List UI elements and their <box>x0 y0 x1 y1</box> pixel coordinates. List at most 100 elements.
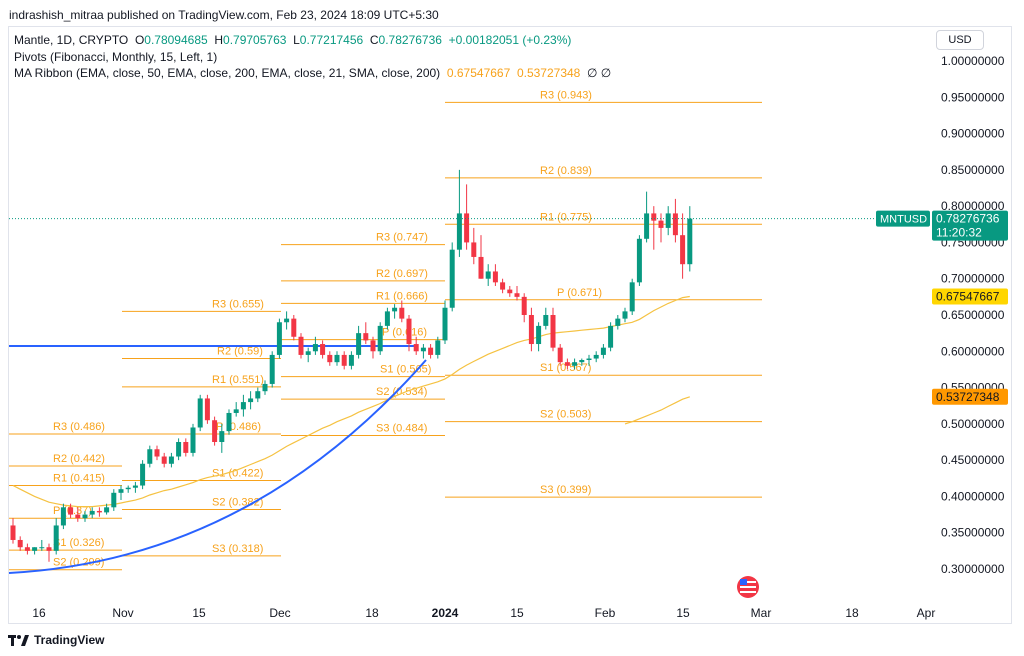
candle[interactable] <box>327 351 333 366</box>
candle[interactable] <box>672 198 678 243</box>
candle[interactable] <box>586 354 592 366</box>
candle[interactable] <box>644 191 650 243</box>
candle[interactable] <box>406 315 412 352</box>
candle[interactable] <box>348 351 354 370</box>
candle[interactable] <box>111 489 117 511</box>
candle[interactable] <box>363 322 369 345</box>
candle[interactable] <box>608 322 614 352</box>
candle[interactable] <box>284 311 290 330</box>
candle[interactable] <box>125 485 131 493</box>
candle[interactable] <box>492 264 498 286</box>
candle[interactable] <box>60 503 66 530</box>
candle[interactable] <box>298 333 304 359</box>
candle[interactable] <box>687 206 693 272</box>
candle[interactable] <box>305 347 311 363</box>
candle[interactable] <box>442 300 448 345</box>
candle[interactable] <box>226 409 232 435</box>
candle[interactable] <box>435 336 441 359</box>
candle[interactable] <box>320 340 326 359</box>
candle[interactable] <box>118 485 124 501</box>
candle[interactable] <box>89 507 95 519</box>
candle[interactable] <box>96 507 102 517</box>
candle[interactable] <box>68 503 74 519</box>
legend-pivots[interactable]: Pivots (Fibonacci, Monthly, 15, Left, 1) <box>14 49 218 64</box>
legend-ma-row[interactable]: MA Ribbon (EMA, close, 50, EMA, close, 2… <box>14 65 611 82</box>
candle[interactable] <box>485 264 491 286</box>
candle[interactable] <box>471 227 477 265</box>
candle[interactable] <box>521 293 527 323</box>
candle[interactable] <box>543 307 549 330</box>
candle[interactable] <box>212 416 218 446</box>
candle[interactable] <box>140 460 146 490</box>
candle[interactable] <box>269 351 275 388</box>
candle[interactable] <box>478 235 484 279</box>
candle[interactable] <box>262 380 268 395</box>
candle[interactable] <box>658 213 664 243</box>
candle[interactable] <box>190 423 196 457</box>
candle[interactable] <box>536 322 542 352</box>
candle[interactable] <box>240 394 246 417</box>
candle[interactable] <box>413 336 419 355</box>
candle[interactable] <box>615 315 621 330</box>
candle[interactable] <box>132 481 138 493</box>
candle[interactable] <box>449 242 455 312</box>
candle[interactable] <box>219 423 225 453</box>
candle[interactable] <box>312 336 318 355</box>
candle[interactable] <box>564 358 570 370</box>
candle[interactable] <box>53 518 59 555</box>
candle[interactable] <box>622 307 628 323</box>
candle[interactable] <box>32 547 38 555</box>
candle[interactable] <box>154 445 160 461</box>
candle[interactable] <box>528 307 534 352</box>
candle[interactable] <box>204 394 210 424</box>
candle[interactable] <box>334 351 340 366</box>
currency-button[interactable]: USD <box>936 30 984 50</box>
candle[interactable] <box>636 235 642 286</box>
candle[interactable] <box>377 322 383 355</box>
candle[interactable] <box>291 315 297 341</box>
candle[interactable] <box>507 285 513 297</box>
candle[interactable] <box>428 344 434 359</box>
candle[interactable] <box>500 278 506 294</box>
candle[interactable] <box>17 536 23 551</box>
candle[interactable] <box>399 300 405 323</box>
candle[interactable] <box>557 344 563 366</box>
candle[interactable] <box>39 539 45 551</box>
candle[interactable] <box>248 391 254 410</box>
candle[interactable] <box>665 206 671 236</box>
candle[interactable] <box>183 438 189 457</box>
candle[interactable] <box>572 358 578 370</box>
candle[interactable] <box>420 344 426 359</box>
candle[interactable] <box>600 344 606 359</box>
candle[interactable] <box>341 351 347 370</box>
us-flag-event-icon[interactable] <box>737 576 759 598</box>
candle[interactable] <box>456 169 462 257</box>
candle[interactable] <box>680 213 686 279</box>
candle[interactable] <box>276 318 282 359</box>
candle[interactable] <box>82 510 88 522</box>
candle[interactable] <box>147 445 153 468</box>
candle[interactable] <box>168 452 174 468</box>
candle[interactable] <box>550 307 556 352</box>
candle[interactable] <box>10 518 16 544</box>
candle[interactable] <box>384 307 390 330</box>
candle[interactable] <box>104 503 110 515</box>
candle[interactable] <box>370 336 376 359</box>
candle[interactable] <box>24 543 30 555</box>
candle[interactable] <box>629 278 635 315</box>
candle[interactable] <box>255 387 261 403</box>
candle[interactable] <box>233 402 239 417</box>
candle[interactable] <box>197 394 203 432</box>
candle[interactable] <box>593 351 599 363</box>
candle[interactable] <box>356 325 362 359</box>
candle[interactable] <box>579 358 585 366</box>
candle[interactable] <box>651 206 657 250</box>
candle[interactable] <box>46 543 52 562</box>
candle[interactable] <box>392 304 398 319</box>
chart-frame[interactable] <box>8 26 1012 624</box>
candle[interactable] <box>176 438 182 461</box>
candle[interactable] <box>464 184 470 250</box>
candle[interactable] <box>75 507 81 522</box>
candle[interactable] <box>514 285 520 301</box>
